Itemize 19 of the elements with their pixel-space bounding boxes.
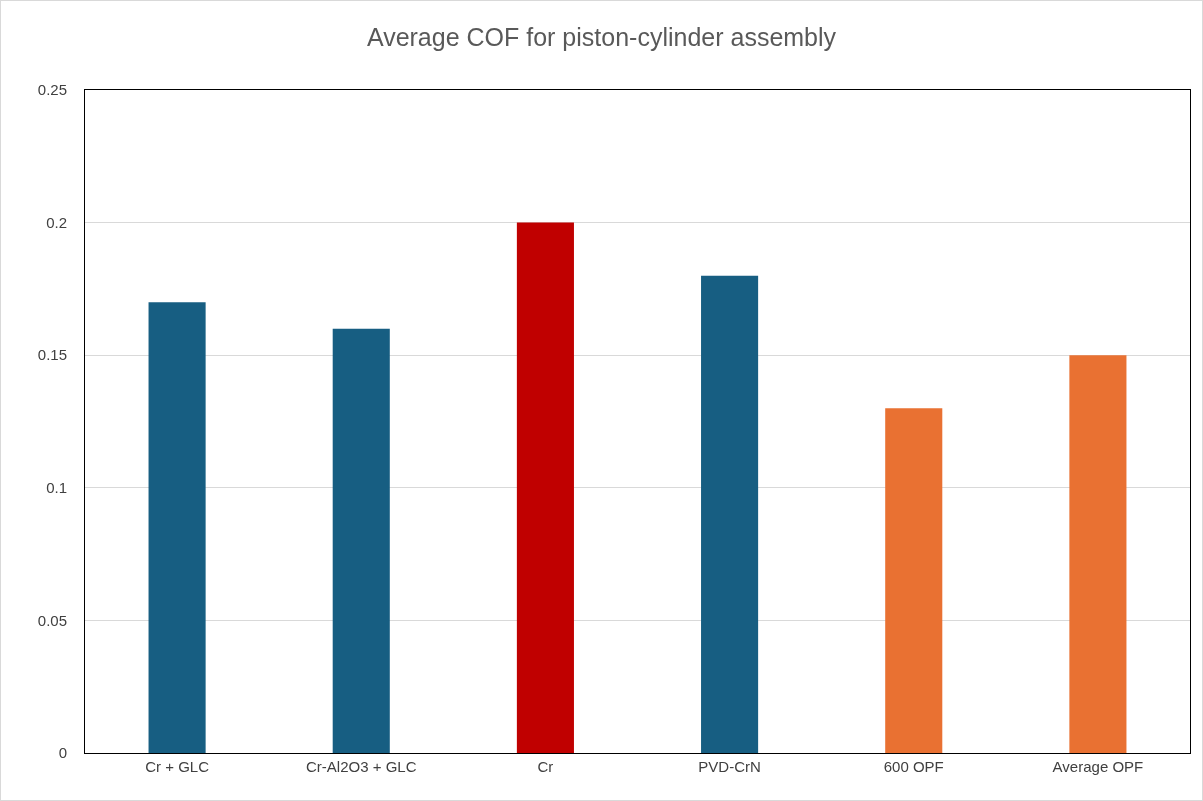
bar: [148, 302, 206, 753]
bar: [885, 408, 943, 753]
y-tick-label: 0.05: [37, 611, 67, 629]
y-tick-label: 0.2: [46, 213, 67, 231]
x-tick-label: Cr: [537, 758, 554, 775]
x-tick-label: Cr + GLC: [145, 758, 210, 775]
bar: [332, 328, 390, 753]
x-tick-label: PVD-CrN: [698, 758, 761, 775]
y-tick-label: 0: [58, 744, 67, 762]
x-tick-label: Average OPF: [1052, 758, 1144, 775]
bar: [701, 275, 759, 753]
bar: [1069, 355, 1127, 753]
x-tick-label: 600 OPF: [883, 758, 944, 775]
y-tick-label: 0.25: [37, 81, 67, 99]
y-tick-label: 0.15: [37, 346, 67, 364]
y-tick-label: 0.1: [46, 479, 67, 497]
x-tick-label: Cr-Al2O3 + GLC: [306, 758, 417, 775]
bar: [516, 222, 574, 753]
chart-title: Average COF for piston-cylinder assembly: [366, 23, 837, 52]
